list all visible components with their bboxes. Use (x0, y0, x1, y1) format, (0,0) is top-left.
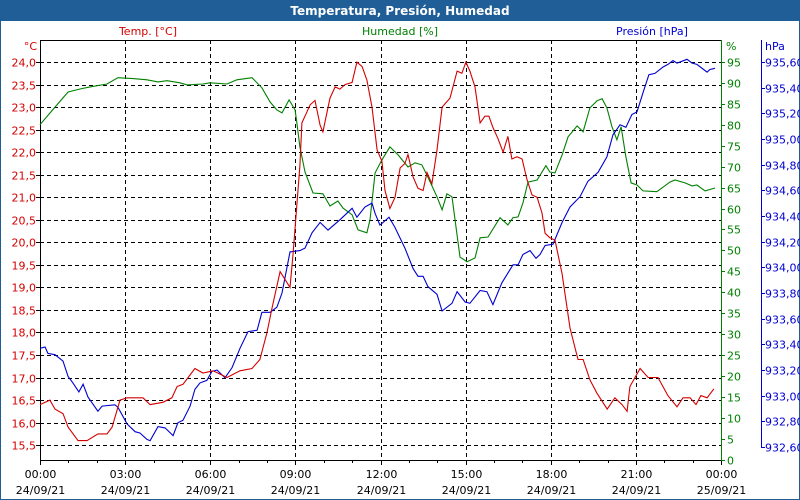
humidity-tick-label: 45 (727, 266, 741, 279)
pressure-tick-label: 933,20 (765, 365, 800, 378)
x-tick-date: 24/09/21 (357, 484, 406, 497)
pressure-tick-label: 933,00 (765, 391, 800, 404)
temp-tick-label: 18,5 (12, 305, 37, 318)
temp-tick-label: 23,0 (12, 102, 37, 115)
temp-tick-label: 22,5 (12, 125, 37, 138)
humidity-tick-label: 5 (727, 434, 734, 447)
temp-tick-label: 19,5 (12, 260, 37, 273)
humidity-tick-label: 50 (727, 245, 741, 258)
humidity-tick-label: 65 (727, 183, 741, 196)
x-tick-date: 25/09/21 (697, 484, 746, 497)
pressure-tick-label: 932,60 (765, 442, 800, 455)
pressure-tick-label: 935,60 (765, 57, 800, 70)
x-tick-time: 00:00 (706, 468, 738, 481)
legend-pressure: Presión [hPa] (616, 25, 688, 38)
humidity-tick-label: 25 (727, 350, 741, 363)
pressure-tick-label: 934,80 (765, 160, 800, 173)
pressure-tick-label: 934,40 (765, 211, 800, 224)
humidity-tick-label: 70 (727, 162, 741, 175)
humidity-tick-label: 10 (727, 413, 741, 426)
humidity-tick-label: 15 (727, 392, 741, 405)
window-title: Temperatura, Presión, Humedad (1, 1, 799, 21)
x-tick-time: 06:00 (195, 468, 227, 481)
pressure-tick-label: 933,40 (765, 339, 800, 352)
temp-tick-label: 21,5 (12, 170, 37, 183)
humidity-tick-label: 75 (727, 141, 741, 154)
humidity-tick-label: 85 (727, 99, 741, 112)
humidity-tick-label: 20 (727, 371, 741, 384)
x-tick-time: 03:00 (110, 468, 142, 481)
temp-tick-label: 17,0 (12, 373, 37, 386)
x-tick-time: 00:00 (25, 468, 57, 481)
temp-tick-label: 22,0 (12, 147, 37, 160)
humidity-tick-label: 40 (727, 287, 741, 300)
temp-tick-label: 20,0 (12, 237, 37, 250)
x-tick-date: 24/09/21 (271, 484, 320, 497)
pressure-unit-label: hPa (765, 40, 785, 53)
x-tick-date: 24/09/21 (16, 484, 65, 497)
pressure-tick-label: 934,20 (765, 237, 800, 250)
temp-tick-label: 16,5 (12, 395, 37, 408)
legend-temp: Temp. [°C] (118, 25, 177, 38)
x-tick-date: 24/09/21 (442, 484, 491, 497)
pressure-tick-label: 935,20 (765, 108, 800, 121)
temp-tick-label: 16,0 (12, 418, 37, 431)
pressure-tick-label: 934,60 (765, 185, 800, 198)
temp-unit-label: °C (24, 40, 38, 53)
humidity-tick-label: 95 (727, 57, 741, 70)
temp-tick-label: 15,5 (12, 440, 37, 453)
x-tick-time: 21:00 (621, 468, 653, 481)
temp-tick-label: 23,5 (12, 80, 37, 93)
x-tick-date: 24/09/21 (101, 484, 150, 497)
temperature-series-line (39, 60, 715, 442)
humidity-tick-label: 55 (727, 224, 741, 237)
pressure-tick-label: 933,80 (765, 288, 800, 301)
humidity-unit-label: % (726, 40, 736, 53)
x-tick-date: 24/09/21 (527, 484, 576, 497)
humidity-series-line (39, 77, 716, 263)
x-tick-time: 12:00 (366, 468, 398, 481)
temp-tick-label: 17,5 (12, 350, 37, 363)
humidity-tick-label: 0 (727, 455, 734, 468)
temp-tick-label: 24,0 (12, 57, 37, 70)
pressure-tick-label: 934,00 (765, 262, 800, 275)
humidity-tick-label: 60 (727, 204, 741, 217)
x-tick-time: 09:00 (280, 468, 312, 481)
temp-tick-label: 19,0 (12, 282, 37, 295)
humidity-tick-label: 35 (727, 308, 741, 321)
pressure-series-line (39, 58, 716, 442)
pressure-tick-label: 935,40 (765, 83, 800, 96)
x-tick-date: 24/09/21 (186, 484, 235, 497)
humidity-tick-label: 90 (727, 78, 741, 91)
pressure-tick-label: 932,80 (765, 416, 800, 429)
temp-tick-label: 20,5 (12, 215, 37, 228)
x-tick-time: 15:00 (451, 468, 483, 481)
pressure-tick-label: 935,00 (765, 134, 800, 147)
pressure-tick-label: 933,60 (765, 314, 800, 327)
x-tick-date: 24/09/21 (612, 484, 661, 497)
legend-humidity: Humedad [%] (362, 25, 438, 38)
humidity-tick-label: 30 (727, 329, 741, 342)
x-tick-time: 18:00 (536, 468, 568, 481)
temp-tick-label: 18,0 (12, 327, 37, 340)
humidity-tick-label: 80 (727, 120, 741, 133)
temp-tick-label: 21,0 (12, 192, 37, 205)
